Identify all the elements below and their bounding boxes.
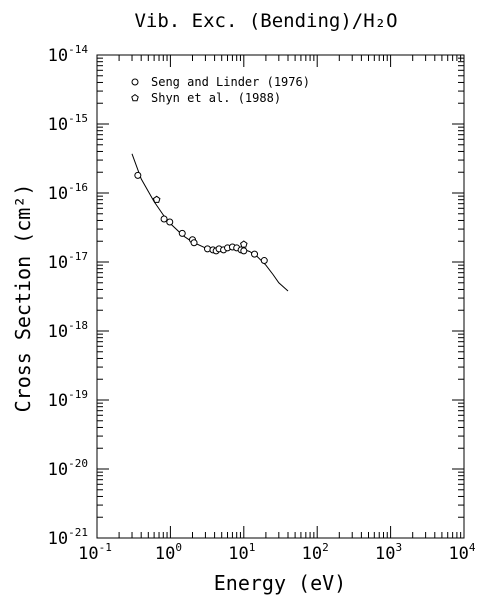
shyn-point [152, 195, 161, 203]
chart-title: Vib. Exc. (Bending)/H₂O [134, 10, 397, 32]
y-tick-label: 10-16 [48, 181, 88, 204]
y-tick-label: 10-17 [48, 250, 88, 273]
seng-linder-point [166, 218, 174, 226]
data-points [134, 171, 268, 265]
recommended-curve-layer [131, 153, 289, 292]
legend: Seng and Linder (1976) Shyn et al. (1988) [131, 75, 310, 105]
x-axis-label: Energy (eV) [214, 571, 346, 595]
y-axis-label: Cross Section (cm²) [11, 184, 35, 413]
axis-ticks [96, 54, 465, 539]
y-tick-labels: 10-21 10-20 10-19 10-18 10-17 10-16 10-15 10-14 [48, 43, 89, 549]
x-tick-labels: 10-1 100 101 102 103 104 [78, 541, 476, 564]
seng-linder-point [134, 171, 142, 179]
y-tick-label: 10-19 [48, 388, 88, 411]
legend-label-1: Seng and Linder (1976) [151, 75, 310, 89]
recommended-curve [131, 153, 289, 292]
seng-linder-point [178, 229, 186, 237]
y-tick-label: 10-20 [48, 457, 88, 480]
y-tick-label: 10-14 [48, 43, 89, 66]
seng-linder-point [260, 257, 268, 265]
y-tick-label: 10-21 [48, 526, 88, 549]
y-tick-label: 10-18 [48, 319, 88, 342]
legend-marker-2 [131, 93, 139, 102]
legend-marker-1 [131, 78, 139, 86]
seng-linder-point [203, 245, 211, 253]
x-tick-label: 104 [448, 541, 475, 564]
legend-label-2: Shyn et al. (1988) [151, 91, 281, 105]
seng-linder-point [160, 215, 168, 223]
x-tick-label: 10-1 [78, 541, 112, 564]
plot-frame [96, 54, 465, 539]
x-tick-label: 101 [228, 541, 255, 564]
x-tick-label: 100 [155, 541, 182, 564]
x-tick-label: 102 [302, 541, 329, 564]
shyn-point [240, 240, 248, 248]
seng-linder-point [190, 239, 198, 247]
seng-linder-point [240, 247, 248, 255]
x-tick-label: 103 [375, 541, 402, 564]
seng-linder-point [251, 250, 259, 258]
y-tick-label: 10-15 [48, 112, 88, 135]
